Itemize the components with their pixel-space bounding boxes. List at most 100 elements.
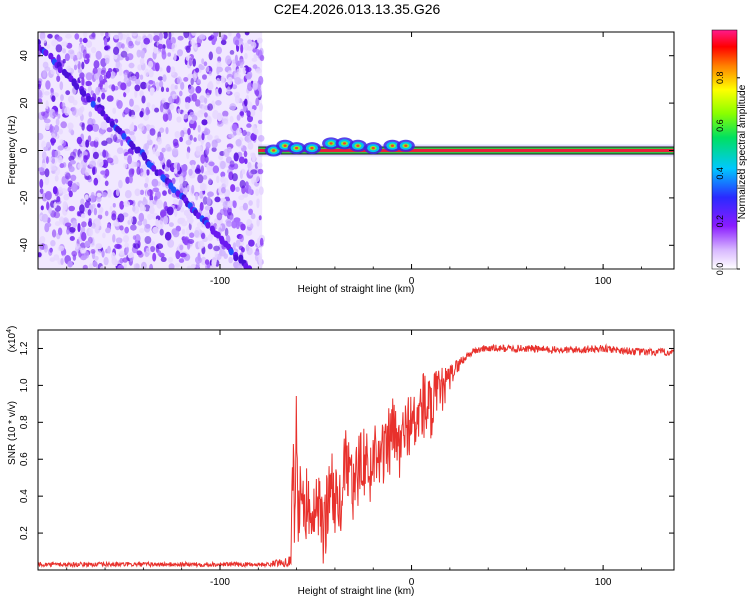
noise-speckle — [250, 213, 256, 220]
noise-speckle — [92, 123, 100, 132]
noise-speckle — [172, 199, 179, 205]
noise-speckle — [221, 187, 226, 194]
noise-speckle — [43, 243, 49, 253]
noise-speckle — [113, 34, 120, 40]
noise-speckle — [103, 37, 108, 47]
noise-speckle — [164, 231, 172, 241]
y-tick-label: -20 — [19, 190, 30, 205]
noise-speckle — [183, 77, 189, 82]
noise-speckle — [139, 110, 144, 118]
noise-speckle — [93, 60, 100, 69]
noise-speckle — [232, 242, 236, 250]
noise-speckle — [174, 208, 178, 218]
noise-speckle — [81, 151, 88, 157]
noise-speckle — [125, 246, 129, 254]
noise-speckle — [85, 139, 90, 148]
noise-speckle — [62, 48, 67, 54]
noise-speckle — [81, 122, 85, 131]
noise-speckle — [136, 250, 143, 256]
colorbar-gradient — [711, 29, 738, 270]
noise-speckle — [128, 175, 133, 184]
noise-speckle — [79, 247, 87, 254]
noise-speckle — [240, 247, 245, 253]
noise-speckle — [92, 166, 97, 175]
y-tick-label: 0.8 — [19, 415, 30, 429]
noise-speckle — [228, 32, 232, 37]
noise-speckle — [168, 263, 175, 269]
spectrogram-panel: -100 0 100 -40 -20 0 20 40 Height of straight l… — [7, 31, 675, 295]
noise-speckle — [96, 79, 100, 85]
noise-speckle — [207, 82, 214, 91]
noise-speckle — [38, 252, 42, 258]
noise-speckle — [176, 162, 181, 172]
noise-speckle — [119, 200, 125, 210]
noise-speckle — [207, 234, 213, 242]
noise-speckle — [219, 249, 226, 257]
noise-speckle — [195, 193, 199, 201]
noise-speckle — [94, 255, 99, 261]
noise-speckle — [59, 216, 64, 225]
noise-speckle — [123, 91, 127, 98]
noise-speckle — [236, 264, 243, 269]
noise-speckle — [249, 108, 256, 117]
noise-speckle — [70, 174, 77, 181]
noise-speckle — [235, 139, 242, 147]
noise-speckle — [65, 90, 71, 96]
noise-speckle — [39, 178, 44, 189]
noise-speckle — [133, 243, 140, 249]
noise-speckle — [92, 261, 98, 267]
noise-speckle — [204, 155, 209, 163]
noise-speckle — [162, 112, 169, 122]
noise-speckle — [207, 103, 214, 111]
noise-speckle — [233, 217, 241, 223]
noise-speckle — [140, 171, 148, 178]
noise-speckle — [205, 141, 211, 149]
noise-speckle — [201, 133, 205, 141]
noise-speckle — [234, 91, 240, 99]
noise-speckle — [197, 240, 205, 249]
noise-speckle — [38, 132, 44, 141]
noise-speckle — [230, 184, 236, 193]
noise-speckle — [207, 191, 214, 197]
noise-speckle — [188, 168, 193, 176]
noise-speckle — [259, 103, 263, 112]
noise-speckle — [240, 223, 246, 231]
noise-speckle — [57, 245, 65, 252]
noise-speckle — [104, 180, 109, 187]
noise-speckle — [82, 37, 88, 44]
noise-speckle — [174, 84, 178, 90]
noise-speckle — [229, 103, 237, 111]
noise-speckle — [39, 32, 46, 41]
noise-speckle — [131, 168, 135, 175]
noise-speckle — [115, 188, 120, 197]
snr-line-layer — [38, 343, 674, 569]
y-tick-label: 0.2 — [19, 526, 30, 540]
noise-speckle — [245, 229, 253, 236]
noise-speckle — [202, 74, 207, 80]
noise-speckle — [101, 140, 108, 146]
noise-speckle — [39, 188, 44, 195]
noise-speckle — [178, 258, 185, 263]
noise-speckle — [120, 82, 127, 91]
noise-speckle — [81, 77, 85, 86]
noise-speckle — [244, 98, 248, 107]
noise-speckle — [97, 158, 104, 168]
noise-speckle — [130, 114, 136, 120]
noise-speckle — [100, 170, 106, 175]
carrier-blob-core — [310, 146, 314, 150]
noise-speckle — [115, 59, 121, 69]
noise-speckle — [139, 74, 144, 80]
noise-speckle — [245, 66, 252, 73]
noise-speckle — [191, 164, 195, 170]
noise-speckle — [229, 115, 234, 123]
noise-speckle — [157, 76, 164, 81]
noise-speckle — [50, 240, 56, 247]
noise-speckle — [76, 51, 80, 60]
noise-speckle — [66, 228, 70, 235]
noise-speckle — [152, 252, 157, 262]
noise-speckle — [70, 151, 76, 160]
noise-speckle — [245, 73, 252, 80]
noise-speckle — [220, 39, 227, 46]
noise-speckle — [244, 158, 248, 165]
noise-speckle — [238, 156, 245, 164]
